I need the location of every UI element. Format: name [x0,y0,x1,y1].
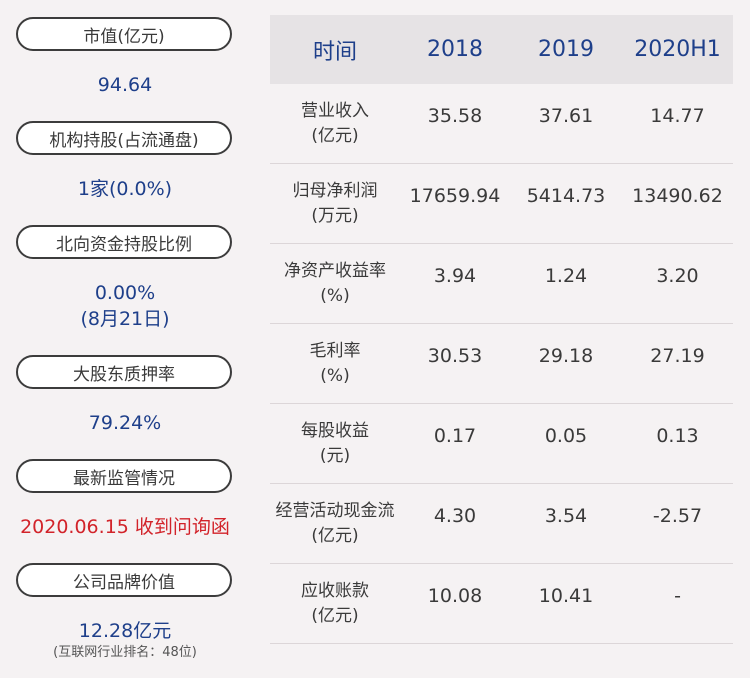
left-panel: 市值(亿元) 94.64 机构持股(占流通盘) 1家(0.0%) 北向资金持股比… [0,0,250,678]
row-label: 每股收益 (元) [270,419,400,469]
cell-2018: 10.08 [427,585,483,607]
northbound-holding-date: (8月21日) [80,308,170,330]
row-unit: (亿元) [311,525,359,546]
cell-2019: 0.05 [544,425,588,447]
row-label: 营业收入 (亿元) [270,99,400,149]
table-row: 净资产收益率 (%) 3.94 1.24 3.20 [270,244,733,324]
northbound-holding-label: 北向资金持股比例 [16,225,232,259]
table-row: 经营活动现金流 (亿元) 4.30 3.54 -2.57 [270,484,733,564]
cell-2020h1: -2.57 [652,505,703,527]
row-label: 应收账款 (亿元) [270,579,400,629]
pledge-rate-value: 79.24% [88,412,162,434]
cell-2018: 4.30 [433,505,477,527]
cell-2020h1: - [674,585,681,607]
row-label: 归母净利润 (万元) [270,179,400,229]
market-cap-value: 94.64 [97,74,153,96]
cell-2019: 3.54 [544,505,588,527]
institution-holding-label: 机构持股(占流通盘) [16,121,232,155]
cell-2019: 37.61 [538,105,594,127]
northbound-holding-value: 0.00% [94,282,156,304]
row-label: 毛利率 (%) [270,339,400,389]
cell-2019: 29.18 [538,345,594,367]
cell-2020h1: 0.13 [656,425,699,447]
table-row: 归母净利润 (万元) 17659.94 5414.73 13490.62 [270,164,733,244]
pledge-rate-label: 大股东质押率 [16,355,232,389]
cell-2018: 35.58 [427,105,483,127]
row-name: 归母净利润 [292,180,378,201]
row-name: 每股收益 [301,420,369,441]
brand-value-value: 12.28亿元 [78,620,172,642]
cell-2018: 0.17 [433,425,477,447]
header-2019: 2019 [538,37,594,62]
row-unit: (万元) [311,205,359,226]
table-header: 时间 2018 2019 2020H1 [270,15,733,84]
regulatory-status-value: 2020.06.15 收到问询函 [20,516,230,538]
cell-2019: 5414.73 [526,185,606,207]
row-unit: (亿元) [311,605,359,626]
market-cap-label: 市值(亿元) [16,17,232,51]
table-row: 营业收入 (亿元) 35.58 37.61 14.77 [270,84,733,164]
cell-2019: 10.41 [538,585,594,607]
table-row: 每股收益 (元) 0.17 0.05 0.13 [270,404,733,484]
cell-2018: 3.94 [433,265,477,287]
row-label: 净资产收益率 (%) [270,259,400,309]
header-period: 时间 [312,39,357,65]
institution-holding-value: 1家(0.0%) [77,178,173,200]
header-2018: 2018 [427,37,483,62]
row-unit: (元) [319,445,351,466]
row-label: 经营活动现金流 (亿元) [270,499,400,549]
row-name: 净资产收益率 [284,260,386,281]
regulatory-status-label: 最新监管情况 [16,459,232,493]
brand-value-label: 公司品牌价值 [16,563,232,597]
cell-2018: 17659.94 [409,185,501,207]
table-row: 应收账款 (亿元) 10.08 10.41 - [270,564,733,644]
cell-2020h1: 14.77 [650,105,705,127]
row-unit: (%) [320,365,350,386]
cell-2020h1: 3.20 [656,265,699,287]
header-2020h1: 2020H1 [634,37,721,62]
row-name: 经营活动现金流 [275,500,395,521]
row-name: 毛利率 [309,340,361,361]
row-name: 营业收入 [301,100,369,121]
cell-2020h1: 27.19 [650,345,705,367]
brand-rank-note: (互联网行业排名：48位) [53,645,197,660]
table-row: 毛利率 (%) 30.53 29.18 27.19 [270,324,733,404]
row-unit: (%) [320,285,350,306]
cell-2019: 1.24 [544,265,588,287]
financial-table: 时间 2018 2019 2020H1 营业收入 (亿元) 35.58 37.61… [270,15,733,644]
row-unit: (亿元) [311,125,359,146]
cell-2018: 30.53 [427,345,483,367]
cell-2020h1: 13490.62 [632,185,723,207]
row-name: 应收账款 [301,580,369,601]
